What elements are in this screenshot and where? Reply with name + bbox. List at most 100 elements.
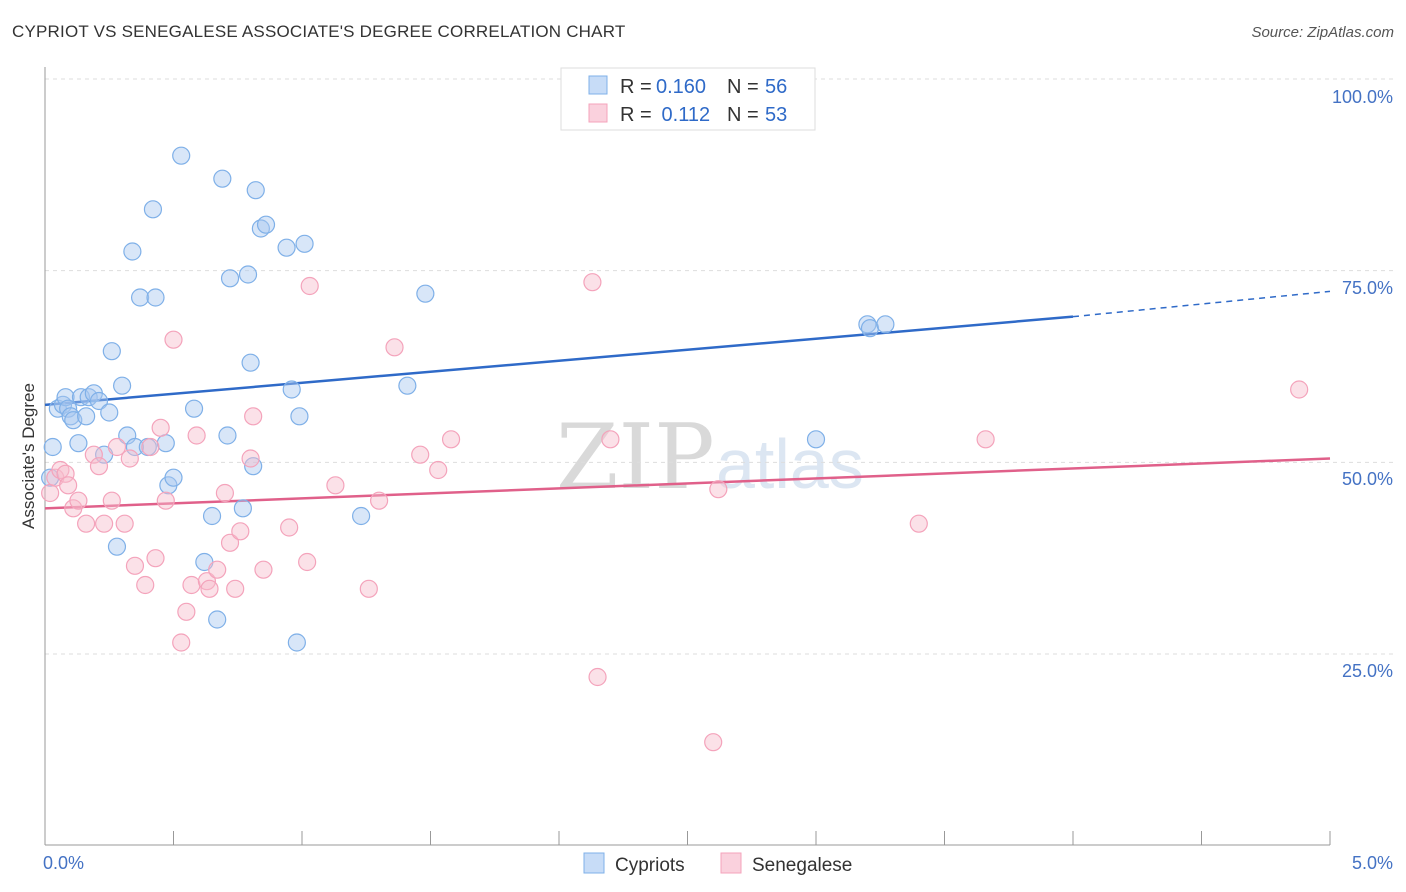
data-point-senegalese-39 [326, 476, 345, 495]
data-point-senegalese-30 [220, 533, 240, 552]
x-tick-label-max: 5.0% [1352, 853, 1393, 873]
data-point-senegalese-32 [231, 522, 250, 541]
legend-top-n-value-1: 56 [765, 76, 787, 98]
y-tick-label-75: 75.0% [1342, 278, 1393, 298]
data-point-senegalese-43 [411, 445, 430, 464]
data-point-cypriots-44 [282, 380, 301, 399]
data-point-cypriots-43 [277, 238, 296, 257]
legend-bottom-swatch-cypriots [583, 852, 605, 874]
y-axis-title: Associate's Degree [19, 383, 38, 529]
data-point-senegalese-4 [59, 476, 78, 495]
data-point-senegalese-9 [89, 457, 109, 476]
data-point-cypriots-53 [860, 319, 880, 338]
data-point-cypriots-17 [112, 376, 132, 395]
data-point-senegalese-46 [583, 273, 602, 292]
data-point-senegalese-22 [172, 633, 191, 652]
legend-top-r-label-1: R = [620, 76, 652, 98]
legend-bottom-label-cypriots: Cypriots [615, 855, 685, 876]
x-tick-label-min: 0.0% [43, 853, 84, 873]
data-point-senegalese-33 [241, 449, 260, 468]
data-point-cypriots-0 [43, 437, 62, 457]
legend-top-r-value-1: 0.160 [656, 76, 706, 98]
data-point-cypriots-29 [184, 399, 204, 418]
trend-line-cypriots [44, 315, 1074, 407]
data-point-senegalese-28 [208, 560, 227, 579]
data-point-senegalese-16 [136, 575, 155, 595]
data-point-senegalese-40 [359, 579, 378, 598]
data-point-senegalese-34 [244, 407, 263, 426]
data-point-senegalese-52 [976, 430, 995, 449]
trend-lines [44, 290, 1331, 510]
data-point-senegalese-3 [56, 464, 75, 483]
data-point-cypriots-55 [41, 468, 60, 487]
data-point-cypriots-38 [241, 353, 260, 372]
data-point-cypriots-46 [290, 407, 309, 426]
data-point-senegalese-18 [146, 549, 165, 568]
data-point-senegalese-47 [588, 667, 607, 687]
data-point-cypriots-14 [100, 403, 119, 422]
data-point-cypriots-12 [89, 391, 109, 411]
data-point-senegalese-25 [187, 426, 206, 445]
data-point-senegalese-0 [41, 483, 60, 503]
chart-title: CYPRIOT VS SENEGALESE ASSOCIATE'S DEGREE… [12, 22, 626, 41]
legend-bottom: Cypriots Senegalese [583, 852, 852, 876]
data-point-cypriots-16 [107, 537, 127, 556]
data-point-cypriots-36 [233, 499, 252, 518]
data-point-senegalese-53 [1290, 380, 1309, 399]
data-point-cypriots-37 [238, 265, 258, 284]
legend-top-r-label-2: R = [620, 104, 652, 126]
data-point-senegalese-12 [107, 437, 127, 457]
data-point-cypriots-45 [287, 633, 306, 652]
data-point-senegalese-15 [125, 556, 145, 575]
data-point-senegalese-14 [120, 449, 139, 468]
data-point-senegalese-45 [441, 430, 461, 449]
watermark-zip: ZIP [556, 405, 715, 510]
legend-top-n-value-2: 53 [765, 104, 787, 126]
data-point-senegalese-6 [69, 491, 88, 510]
trend-extension-cypriots [1072, 290, 1331, 318]
x-ticks [173, 831, 1331, 845]
data-points [41, 146, 1309, 752]
data-point-senegalese-41 [370, 491, 389, 510]
data-point-senegalese-27 [200, 579, 219, 598]
data-point-cypriots-47 [295, 234, 314, 253]
chart-source: Source: ZipAtlas.com [1251, 24, 1394, 41]
data-point-cypriots-24 [146, 288, 165, 307]
data-point-senegalese-42 [385, 338, 404, 357]
data-point-cypriots-42 [256, 215, 276, 234]
data-point-cypriots-3 [56, 388, 75, 407]
data-point-senegalese-31 [226, 579, 245, 598]
data-point-senegalese-19 [151, 418, 170, 437]
data-point-cypriots-54 [876, 315, 895, 334]
legend-top: R = 0.160 N = 56 R = 0.112 N = 53 [560, 67, 816, 131]
data-point-senegalese-36 [280, 518, 299, 537]
data-point-cypriots-31 [202, 506, 222, 526]
data-point-cypriots-20 [125, 437, 145, 457]
data-point-senegalese-51 [909, 514, 928, 533]
data-point-cypriots-33 [213, 169, 232, 188]
watermark-atlas: atlas [716, 425, 864, 503]
data-point-senegalese-17 [141, 437, 160, 457]
legend-bottom-swatch-senegalese [720, 852, 742, 874]
data-point-cypriots-50 [416, 284, 435, 303]
data-point-senegalese-50 [709, 480, 728, 499]
legend-top-swatch-cypriots [588, 75, 608, 95]
data-point-cypriots-7 [69, 434, 88, 453]
y-tick-label-100: 100.0% [1332, 87, 1393, 107]
data-point-senegalese-7 [77, 514, 96, 533]
data-point-senegalese-23 [177, 602, 196, 621]
data-point-cypriots-32 [208, 610, 227, 629]
legend-top-swatch-senegalese [588, 103, 608, 123]
y-tick-label-50: 50.0% [1342, 469, 1393, 489]
data-point-senegalese-37 [298, 552, 317, 572]
data-point-senegalese-35 [254, 560, 273, 579]
legend-top-n-label-2: N = [727, 104, 759, 126]
data-point-cypriots-34 [218, 426, 237, 445]
data-point-cypriots-23 [143, 200, 163, 219]
data-point-cypriots-40 [246, 181, 265, 200]
data-point-cypriots-49 [398, 376, 417, 395]
y-tick-label-25: 25.0% [1342, 661, 1393, 681]
data-point-cypriots-28 [172, 146, 191, 165]
data-point-senegalese-8 [84, 445, 103, 464]
